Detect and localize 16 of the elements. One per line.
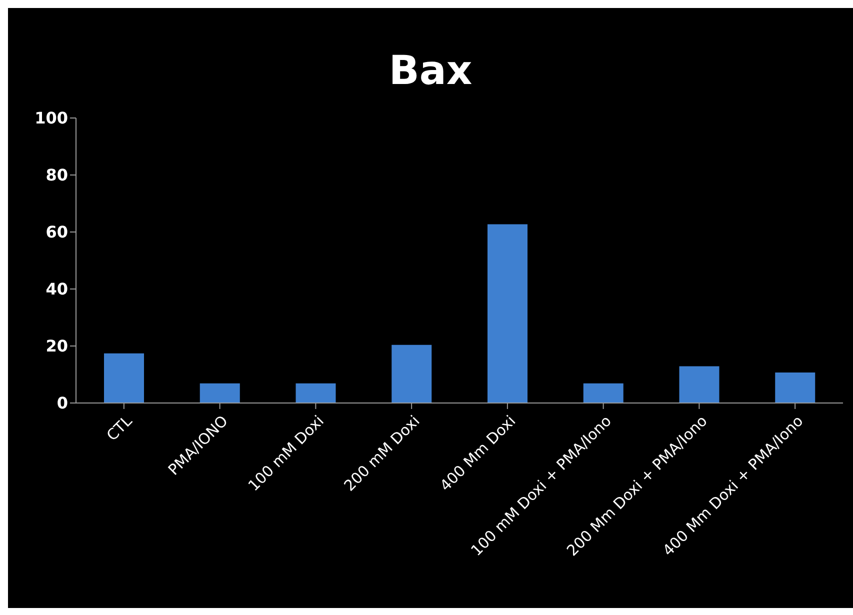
y-tick-label: 20 (46, 336, 68, 356)
bar (583, 383, 624, 403)
x-tick-label: CTL (103, 411, 136, 444)
bar (679, 366, 720, 403)
y-tick-label: 60 (46, 222, 68, 242)
bar (392, 344, 432, 403)
bar (488, 224, 528, 403)
bar (104, 353, 144, 403)
y-tick-label: 40 (46, 280, 68, 299)
bar (296, 383, 336, 403)
y-tick-label: 100 (34, 108, 68, 128)
y-tick-label: 80 (46, 166, 68, 185)
y-tick-label: 0 (56, 394, 68, 413)
chart-title: Bax (388, 48, 474, 94)
bar (775, 372, 816, 403)
bar (200, 383, 240, 403)
